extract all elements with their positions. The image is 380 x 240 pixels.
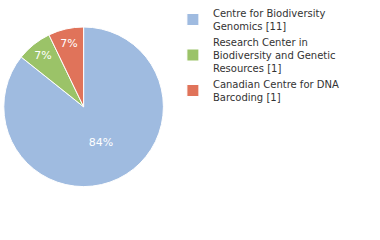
svg-text:7%: 7% — [60, 37, 77, 50]
svg-text:Centre for BiodiversityGenomic: Centre for BiodiversityGenomics [11] — [213, 8, 326, 32]
svg-text:Research Center inBiodiversity: Research Center inBiodiversity and Genet… — [213, 37, 336, 74]
svg-text:84%: 84% — [89, 136, 113, 149]
svg-text:Canadian Centre for DNABarcodi: Canadian Centre for DNABarcoding [1] — [213, 79, 339, 103]
svg-text:7%: 7% — [34, 49, 51, 62]
